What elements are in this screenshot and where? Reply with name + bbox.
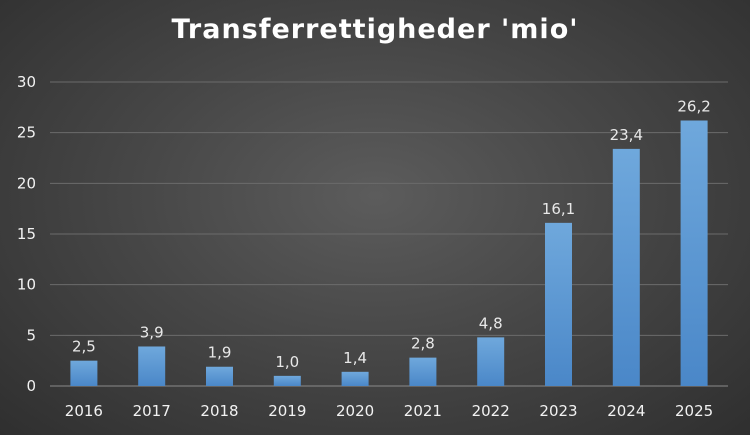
bar-2021 — [409, 357, 437, 386]
data-label-2023: 16,1 — [542, 200, 575, 218]
y-tick-label: 15 — [17, 225, 36, 243]
data-label-2016: 2,5 — [72, 338, 96, 356]
y-tick-label: 30 — [17, 73, 36, 91]
data-label-2020: 1,4 — [343, 349, 367, 367]
bar-2017 — [138, 346, 166, 386]
x-tick-label: 2017 — [133, 402, 171, 420]
data-label-2019: 1,0 — [275, 353, 299, 371]
bar-2016 — [70, 360, 98, 386]
x-tick-label: 2024 — [607, 402, 645, 420]
bar-2025 — [680, 120, 708, 387]
x-tick-label: 2022 — [472, 402, 510, 420]
x-tick-label: 2020 — [336, 402, 374, 420]
x-tick-label: 2016 — [65, 402, 103, 420]
x-tick-label: 2021 — [404, 402, 442, 420]
bar-2018 — [206, 366, 233, 386]
data-label-2024: 23,4 — [610, 126, 643, 144]
bars — [70, 120, 708, 387]
bar-2020 — [341, 371, 369, 386]
y-axis-ticks: 0 5 10 15 20 25 30 — [17, 73, 36, 395]
data-label-2017: 3,9 — [140, 323, 164, 341]
y-tick-label: 0 — [26, 377, 36, 395]
bar-2023 — [545, 222, 572, 386]
x-axis-ticks: 2016 2017 2018 2019 2020 2021 2022 2023 2024 2025 — [65, 402, 713, 420]
data-label-2021: 2,8 — [411, 335, 435, 353]
bar-2019 — [273, 375, 301, 386]
data-label-2022: 4,8 — [479, 314, 503, 332]
y-tick-label: 25 — [17, 124, 36, 142]
y-tick-label: 5 — [26, 326, 36, 344]
data-label-2018: 1,9 — [208, 344, 232, 362]
x-tick-label: 2023 — [539, 402, 577, 420]
bar-2022 — [477, 337, 505, 386]
chart-title: Transferrettigheder 'mio' — [171, 14, 579, 45]
x-tick-label: 2019 — [268, 402, 306, 420]
x-tick-label: 2025 — [675, 402, 713, 420]
y-tick-label: 20 — [17, 174, 36, 192]
bar-2024 — [612, 148, 640, 386]
y-tick-label: 10 — [17, 276, 36, 294]
data-label-2025: 26,2 — [677, 98, 710, 116]
data-labels: 2,5 3,9 1,9 1,0 1,4 2,8 4,8 16,1 23,4 26,2 — [72, 98, 711, 371]
x-tick-label: 2018 — [200, 402, 238, 420]
